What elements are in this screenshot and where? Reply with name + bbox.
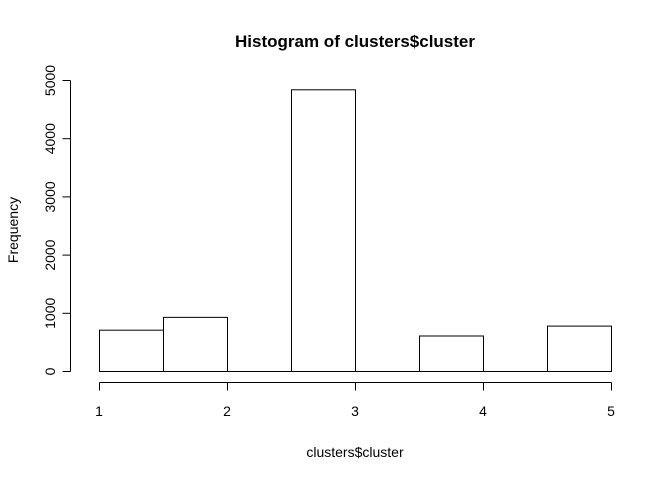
x-tick-label: 4 <box>479 403 487 419</box>
y-tick-label: 4000 <box>42 123 58 154</box>
y-tick-label: 0 <box>42 367 58 375</box>
x-axis: 1 2 3 4 5 <box>95 382 615 419</box>
histogram-bar <box>547 325 612 373</box>
y-tick-label: 2000 <box>42 239 58 270</box>
y-tick-label: 5000 <box>42 65 58 96</box>
x-tick-label: 1 <box>95 403 103 419</box>
bars-group <box>99 89 612 373</box>
x-tick-label: 3 <box>351 403 359 419</box>
histogram-bar <box>163 316 228 372</box>
y-tick-label: 1000 <box>42 298 58 329</box>
x-tick-label: 5 <box>607 403 615 419</box>
chart-title: Histogram of clusters$cluster <box>235 32 475 51</box>
y-axis: 0 1000 2000 3000 4000 5000 <box>42 65 71 375</box>
histogram-bar <box>291 89 356 372</box>
y-tick-label: 3000 <box>42 181 58 212</box>
y-axis-label: Frequency <box>5 197 21 263</box>
x-axis-label: clusters$cluster <box>306 444 404 460</box>
histogram-bar <box>99 329 164 373</box>
x-tick-label: 2 <box>223 403 231 419</box>
histogram-bar <box>419 335 484 372</box>
